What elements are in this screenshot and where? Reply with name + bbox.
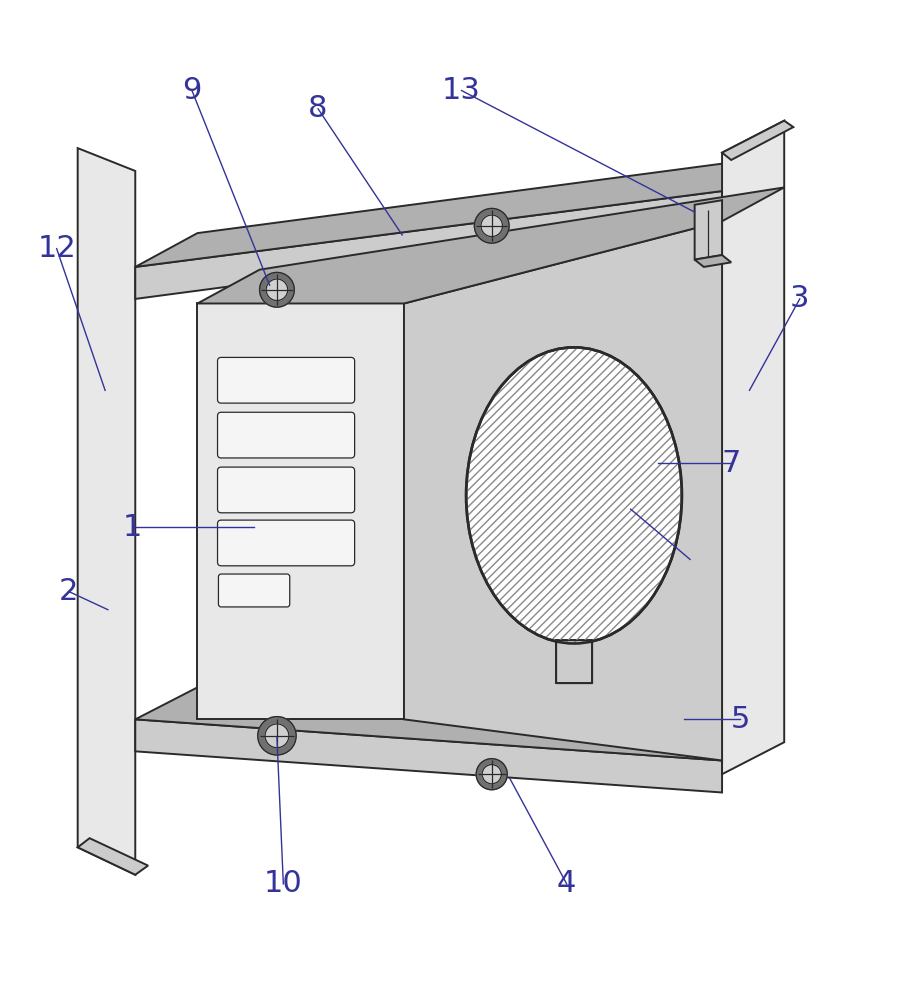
FancyBboxPatch shape (218, 357, 355, 403)
Text: 1: 1 (122, 513, 143, 542)
Text: 9: 9 (182, 76, 202, 105)
Polygon shape (556, 640, 592, 683)
Polygon shape (135, 719, 722, 792)
Text: 13: 13 (442, 76, 481, 105)
Text: 10: 10 (264, 869, 303, 898)
Ellipse shape (466, 347, 682, 643)
Polygon shape (78, 148, 135, 875)
Text: 8: 8 (308, 94, 328, 123)
Polygon shape (135, 687, 784, 760)
Circle shape (260, 272, 294, 307)
Polygon shape (695, 255, 731, 267)
Polygon shape (135, 191, 722, 299)
Text: 12: 12 (37, 234, 76, 263)
Text: 4: 4 (557, 869, 577, 898)
Text: 6: 6 (680, 545, 700, 574)
Circle shape (481, 215, 503, 237)
Circle shape (476, 759, 507, 790)
Circle shape (482, 765, 502, 784)
Polygon shape (695, 200, 722, 260)
FancyBboxPatch shape (218, 574, 290, 607)
FancyBboxPatch shape (218, 520, 355, 566)
Polygon shape (135, 155, 784, 267)
Polygon shape (404, 221, 722, 760)
Polygon shape (722, 121, 793, 160)
Polygon shape (722, 121, 784, 774)
Circle shape (474, 208, 509, 243)
Text: 7: 7 (721, 449, 741, 478)
Text: 5: 5 (730, 705, 750, 734)
Polygon shape (197, 303, 404, 719)
FancyBboxPatch shape (218, 467, 355, 513)
Text: 3: 3 (790, 284, 810, 313)
Circle shape (266, 279, 288, 301)
Text: 2: 2 (58, 577, 79, 606)
FancyBboxPatch shape (218, 412, 355, 458)
Polygon shape (78, 838, 148, 875)
Circle shape (258, 717, 296, 755)
Circle shape (265, 724, 289, 748)
Polygon shape (197, 187, 784, 303)
